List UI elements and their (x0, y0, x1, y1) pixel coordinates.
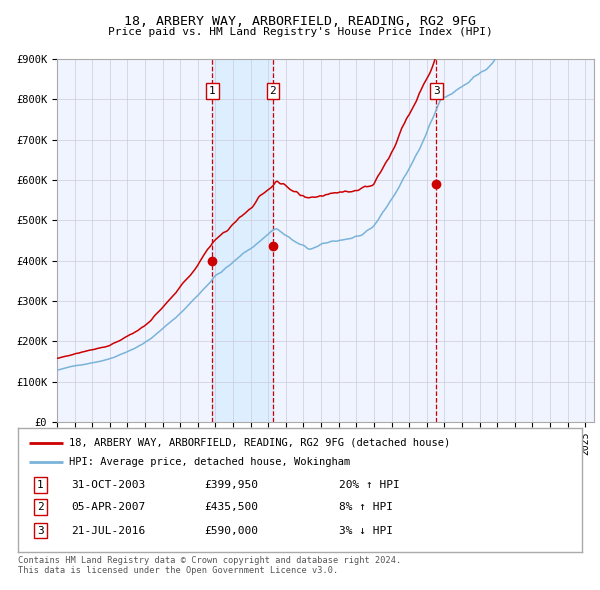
Text: 3: 3 (37, 526, 44, 536)
Text: Price paid vs. HM Land Registry's House Price Index (HPI): Price paid vs. HM Land Registry's House … (107, 27, 493, 37)
Text: 2: 2 (269, 86, 276, 96)
Bar (212, 59, 272, 422)
Text: 8% ↑ HPI: 8% ↑ HPI (340, 502, 394, 512)
Text: 20% ↑ HPI: 20% ↑ HPI (340, 480, 400, 490)
Text: Contains HM Land Registry data © Crown copyright and database right 2024.: Contains HM Land Registry data © Crown c… (18, 556, 401, 565)
Text: 1: 1 (209, 86, 216, 96)
Text: 18, ARBERY WAY, ARBORFIELD, READING, RG2 9FG: 18, ARBERY WAY, ARBORFIELD, READING, RG2… (124, 15, 476, 28)
Text: 2: 2 (37, 502, 44, 512)
Text: HPI: Average price, detached house, Wokingham: HPI: Average price, detached house, Woki… (69, 457, 350, 467)
Text: 3% ↓ HPI: 3% ↓ HPI (340, 526, 394, 536)
Text: 18, ARBERY WAY, ARBORFIELD, READING, RG2 9FG (detached house): 18, ARBERY WAY, ARBORFIELD, READING, RG2… (69, 438, 450, 448)
Text: £399,950: £399,950 (204, 480, 258, 490)
Text: This data is licensed under the Open Government Licence v3.0.: This data is licensed under the Open Gov… (18, 566, 338, 575)
Text: £435,500: £435,500 (204, 502, 258, 512)
Text: 05-APR-2007: 05-APR-2007 (71, 502, 146, 512)
Text: 1: 1 (37, 480, 44, 490)
Text: 21-JUL-2016: 21-JUL-2016 (71, 526, 146, 536)
Text: £590,000: £590,000 (204, 526, 258, 536)
Text: 3: 3 (433, 86, 440, 96)
Text: 31-OCT-2003: 31-OCT-2003 (71, 480, 146, 490)
